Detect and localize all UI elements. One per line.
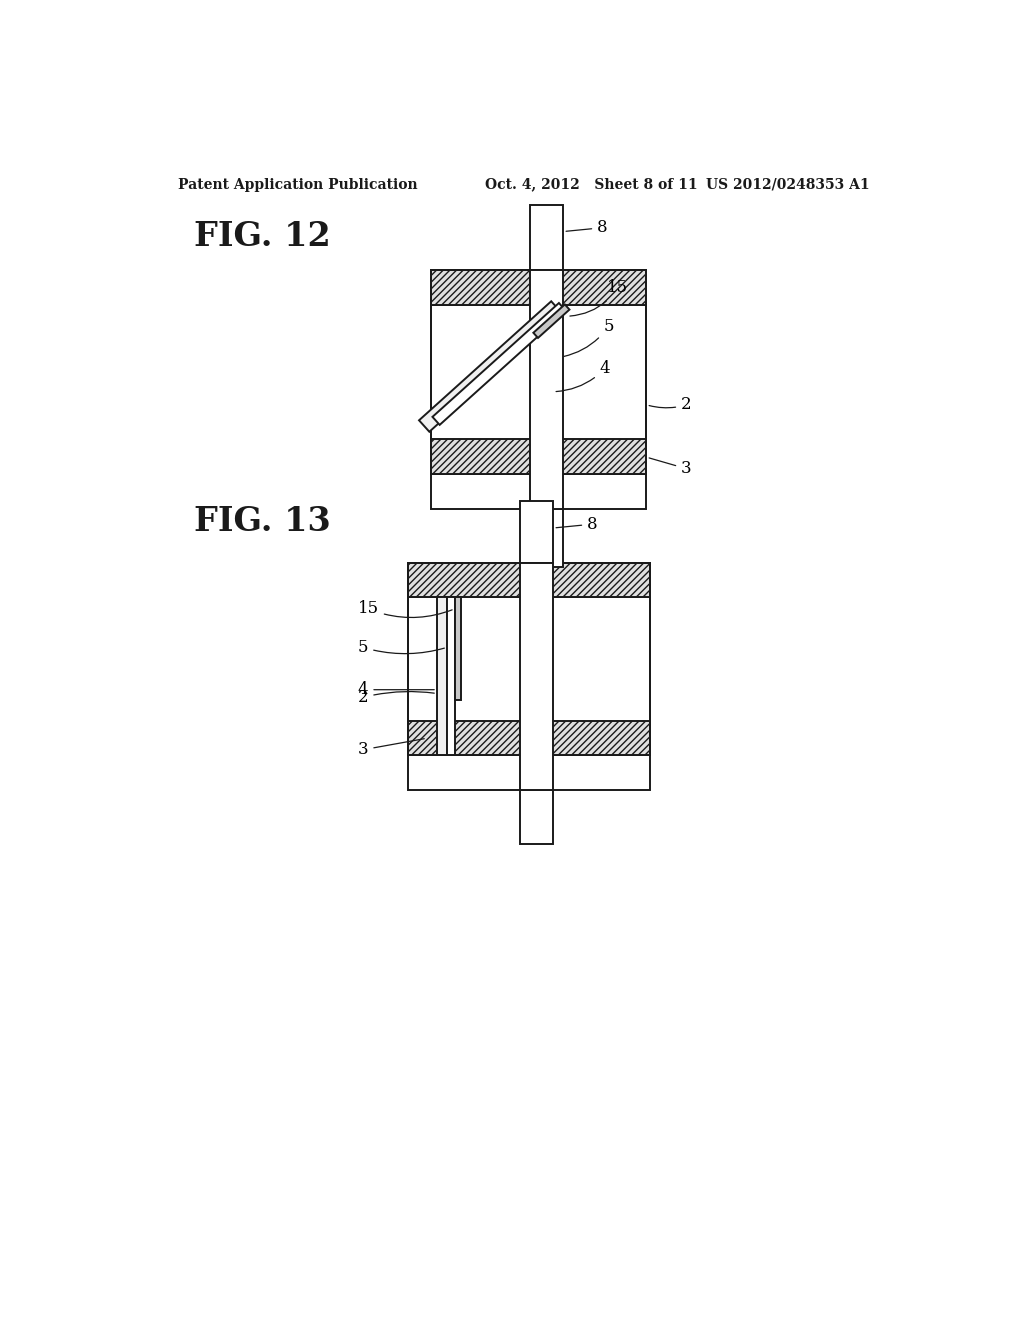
- Text: 15: 15: [357, 601, 453, 618]
- Text: 5: 5: [563, 318, 613, 356]
- Text: 3: 3: [649, 458, 692, 478]
- Text: 2: 2: [649, 396, 692, 413]
- Text: 8: 8: [556, 516, 598, 533]
- Text: 4: 4: [357, 681, 434, 698]
- Bar: [520, 562, 553, 789]
- Bar: [530, 271, 562, 508]
- Text: US 2012/0248353 A1: US 2012/0248353 A1: [707, 178, 869, 191]
- Text: 5: 5: [357, 639, 444, 656]
- Bar: [431, 271, 646, 508]
- Bar: [431, 440, 646, 474]
- Bar: [408, 562, 650, 598]
- Bar: [447, 597, 455, 755]
- Bar: [520, 502, 553, 562]
- Text: FIG. 12: FIG. 12: [194, 220, 331, 253]
- Bar: [431, 271, 646, 305]
- Text: 3: 3: [357, 739, 424, 758]
- Polygon shape: [534, 305, 569, 338]
- Bar: [520, 789, 553, 843]
- Text: 2: 2: [357, 689, 434, 706]
- Bar: [455, 598, 461, 700]
- Bar: [437, 597, 447, 755]
- Bar: [408, 721, 650, 755]
- Text: Patent Application Publication: Patent Application Publication: [178, 178, 418, 191]
- Bar: [408, 597, 650, 755]
- Text: 15: 15: [570, 280, 629, 315]
- Polygon shape: [432, 304, 566, 425]
- Bar: [408, 562, 650, 789]
- Bar: [431, 305, 646, 474]
- Text: 4: 4: [556, 360, 610, 392]
- Text: FIG. 13: FIG. 13: [194, 506, 331, 539]
- Bar: [530, 205, 562, 271]
- Bar: [530, 508, 562, 566]
- Polygon shape: [419, 301, 561, 432]
- Text: Oct. 4, 2012   Sheet 8 of 11: Oct. 4, 2012 Sheet 8 of 11: [484, 178, 697, 191]
- Text: 8: 8: [566, 219, 608, 236]
